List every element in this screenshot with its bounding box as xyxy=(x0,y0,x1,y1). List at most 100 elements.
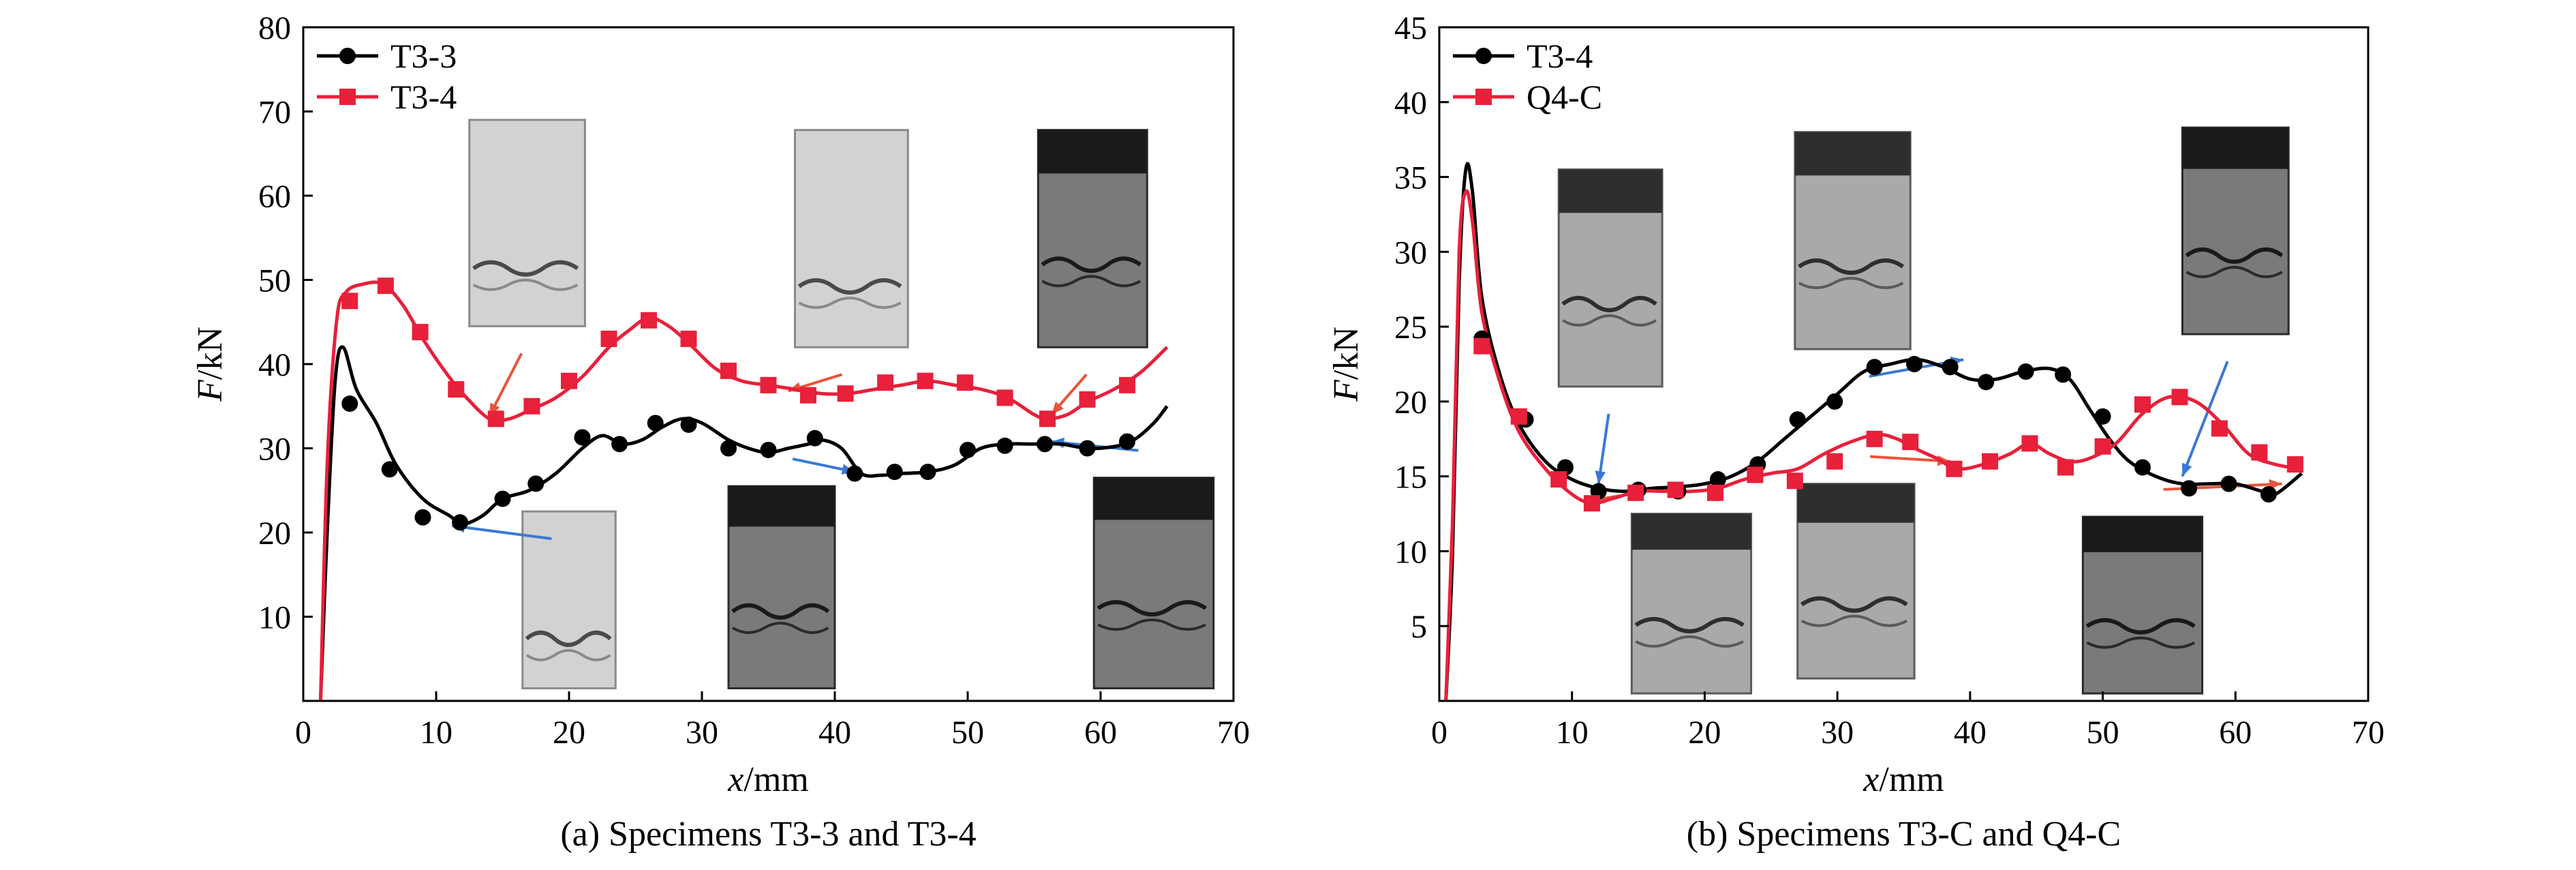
x-tick-label: 20 xyxy=(553,715,585,751)
data-point xyxy=(2220,475,2237,492)
data-point xyxy=(1079,391,1096,408)
data-point xyxy=(448,381,465,398)
data-point xyxy=(2181,480,2198,497)
data-point xyxy=(1079,440,1096,457)
photo-clamp xyxy=(1094,477,1214,520)
specimen-photo xyxy=(468,119,586,327)
photo-clamp xyxy=(2182,127,2289,169)
data-point xyxy=(1039,410,1056,427)
y-tick-label: 10 xyxy=(1394,534,1427,570)
x-tick-label: 40 xyxy=(1954,715,1987,751)
photo-fold xyxy=(1041,275,1141,288)
data-point xyxy=(720,440,737,457)
specimen-photo xyxy=(521,510,617,689)
photo-clamp xyxy=(1559,169,1663,213)
series-markers xyxy=(341,278,1135,531)
legend-label-series-2: Q4-C xyxy=(1527,78,1602,116)
y-axis-label-symbol: F xyxy=(191,379,230,402)
photo-fold xyxy=(2085,618,2196,635)
specimen-photo xyxy=(1092,477,1215,689)
data-point xyxy=(800,387,816,404)
data-point xyxy=(2021,435,2038,452)
chart-panel-a: 0 10 20 30 40 50 60 70 10 20 30 40 50 60 70 80 T3-3 T3-… xyxy=(191,10,1250,854)
data-point xyxy=(647,415,664,432)
annotation-arrow-head xyxy=(1595,470,1606,484)
photo-clamp xyxy=(1794,132,1911,176)
data-point xyxy=(1946,460,1963,477)
photo-frame xyxy=(468,119,586,327)
data-point xyxy=(1902,434,1919,451)
specimen-photos xyxy=(468,119,1215,689)
specimen-photo xyxy=(2181,126,2290,335)
specimen-photo xyxy=(1796,483,1916,680)
data-point xyxy=(1826,453,1843,470)
photo-fold xyxy=(1097,600,1207,617)
data-point xyxy=(2134,459,2151,476)
data-point xyxy=(2211,420,2228,437)
x-tick-label: 0 xyxy=(295,715,311,751)
data-point xyxy=(917,372,934,389)
data-point xyxy=(377,278,394,295)
data-point xyxy=(996,437,1013,454)
y-tick-label: 40 xyxy=(1394,85,1427,121)
y-tick-label: 15 xyxy=(1394,460,1427,496)
data-point xyxy=(1119,376,1135,393)
x-tick-label: 30 xyxy=(686,715,718,751)
x-tick-label: 10 xyxy=(1556,715,1589,751)
x-axis-label-symbol: x xyxy=(1862,760,1879,799)
photo-fold xyxy=(1562,314,1657,327)
x-axis-label-symbol: x xyxy=(727,760,743,799)
photo-fold xyxy=(797,278,902,295)
data-point xyxy=(957,374,974,391)
x-tick-label: 70 xyxy=(2352,715,2385,751)
x-tick-label: 60 xyxy=(1084,715,1117,751)
x-tick-label: 40 xyxy=(818,715,851,751)
data-point xyxy=(1866,359,1883,376)
x-tick-label: 70 xyxy=(1217,715,1250,751)
specimen-photo xyxy=(2081,515,2204,695)
data-point xyxy=(2094,438,2111,455)
data-point xyxy=(1866,430,1883,447)
x-tick-label: 60 xyxy=(2219,715,2252,751)
x-tick-label: 30 xyxy=(1821,715,1854,751)
photo-clamp xyxy=(1797,483,1915,523)
data-point xyxy=(341,292,358,310)
data-point xyxy=(641,312,657,329)
photo-fold xyxy=(1800,614,1907,627)
data-point xyxy=(1786,472,1803,490)
y-tick-label: 45 xyxy=(1394,10,1427,46)
chart-panel-b: 0 10 20 30 40 50 60 70 5 10 15 20 25 30 35 40 45 T3-4 Q4… xyxy=(1327,10,2385,854)
data-point xyxy=(1982,453,1999,470)
photo-fold xyxy=(731,603,830,620)
data-point xyxy=(487,410,504,427)
y-axis-label: F/kN xyxy=(191,327,230,402)
data-point xyxy=(877,374,894,391)
series-line-2 xyxy=(1444,189,2303,702)
data-point xyxy=(919,464,936,481)
data-point xyxy=(1037,436,1054,453)
y-tick-label: 25 xyxy=(1394,310,1427,346)
series-lines xyxy=(1444,162,2303,702)
y-tick-label: 20 xyxy=(258,515,291,552)
axis-ticks: 0 10 20 30 40 50 60 70 10 20 30 40 50 60 70 80 xyxy=(258,10,1250,751)
photo-fold xyxy=(525,648,611,661)
legend-marker-series-2 xyxy=(339,89,356,105)
data-point xyxy=(2260,486,2277,503)
photo-fold xyxy=(1798,258,1905,275)
legend-marker-series-1 xyxy=(1475,48,1492,64)
data-point xyxy=(2055,366,2072,383)
annotation-arrow xyxy=(2181,361,2229,477)
x-axis-label: x/mm xyxy=(1862,760,1944,799)
photo-clamp xyxy=(1631,513,1751,550)
y-tick-label: 60 xyxy=(258,179,291,215)
photo-fold xyxy=(1561,295,1657,312)
data-point xyxy=(837,385,854,402)
photo-fold xyxy=(2086,636,2196,649)
data-point xyxy=(600,330,617,347)
x-axis-label: x/mm xyxy=(727,760,808,799)
data-point xyxy=(1473,338,1490,355)
data-point xyxy=(523,397,540,415)
data-point xyxy=(2094,408,2111,425)
data-point xyxy=(1707,484,1724,501)
